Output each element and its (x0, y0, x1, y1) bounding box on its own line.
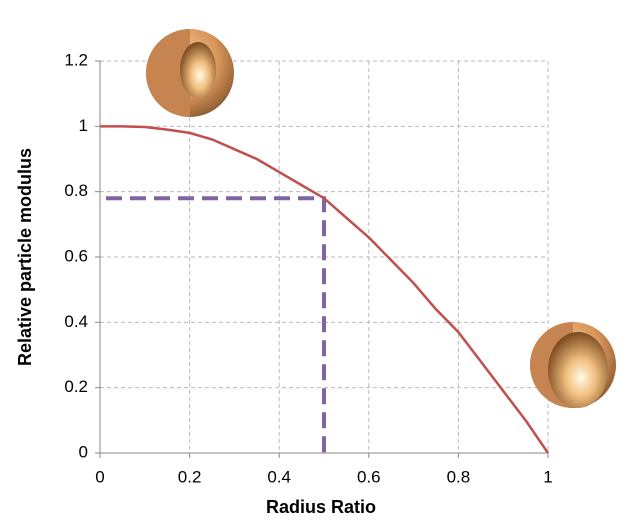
y-tick-label: 0.4 (64, 312, 88, 331)
sphere-icon-thick (530, 322, 616, 408)
sphere-icon-thin (146, 29, 234, 117)
y-tick-label: 0.8 (64, 181, 88, 200)
y-tick-label: 1.2 (64, 50, 88, 69)
y-tick-label: 0.6 (64, 246, 88, 265)
x-tick-label: 0.2 (178, 467, 202, 486)
x-tick-label: 0.4 (267, 467, 291, 486)
x-tick-label: 0.8 (447, 467, 471, 486)
x-axis-title: Radius Ratio (266, 497, 376, 517)
x-tick-label: 0 (95, 467, 104, 486)
chart: Radius Ratio Relative particle modulus 0… (0, 0, 639, 522)
x-tick-label: 1 (543, 467, 552, 486)
plot-area: 0 0.2 0.4 0.6 0.8 1 1.2 0 0.2 0.4 0.6 0.8 1 (64, 50, 552, 486)
y-tick-label: 0.2 (64, 377, 88, 396)
y-tick-label: 1 (79, 116, 88, 135)
reference-line (106, 198, 324, 453)
y-axis-title: Relative particle modulus (15, 148, 35, 366)
y-tick-label: 0 (79, 442, 88, 461)
x-tick-label: 0.6 (357, 467, 381, 486)
